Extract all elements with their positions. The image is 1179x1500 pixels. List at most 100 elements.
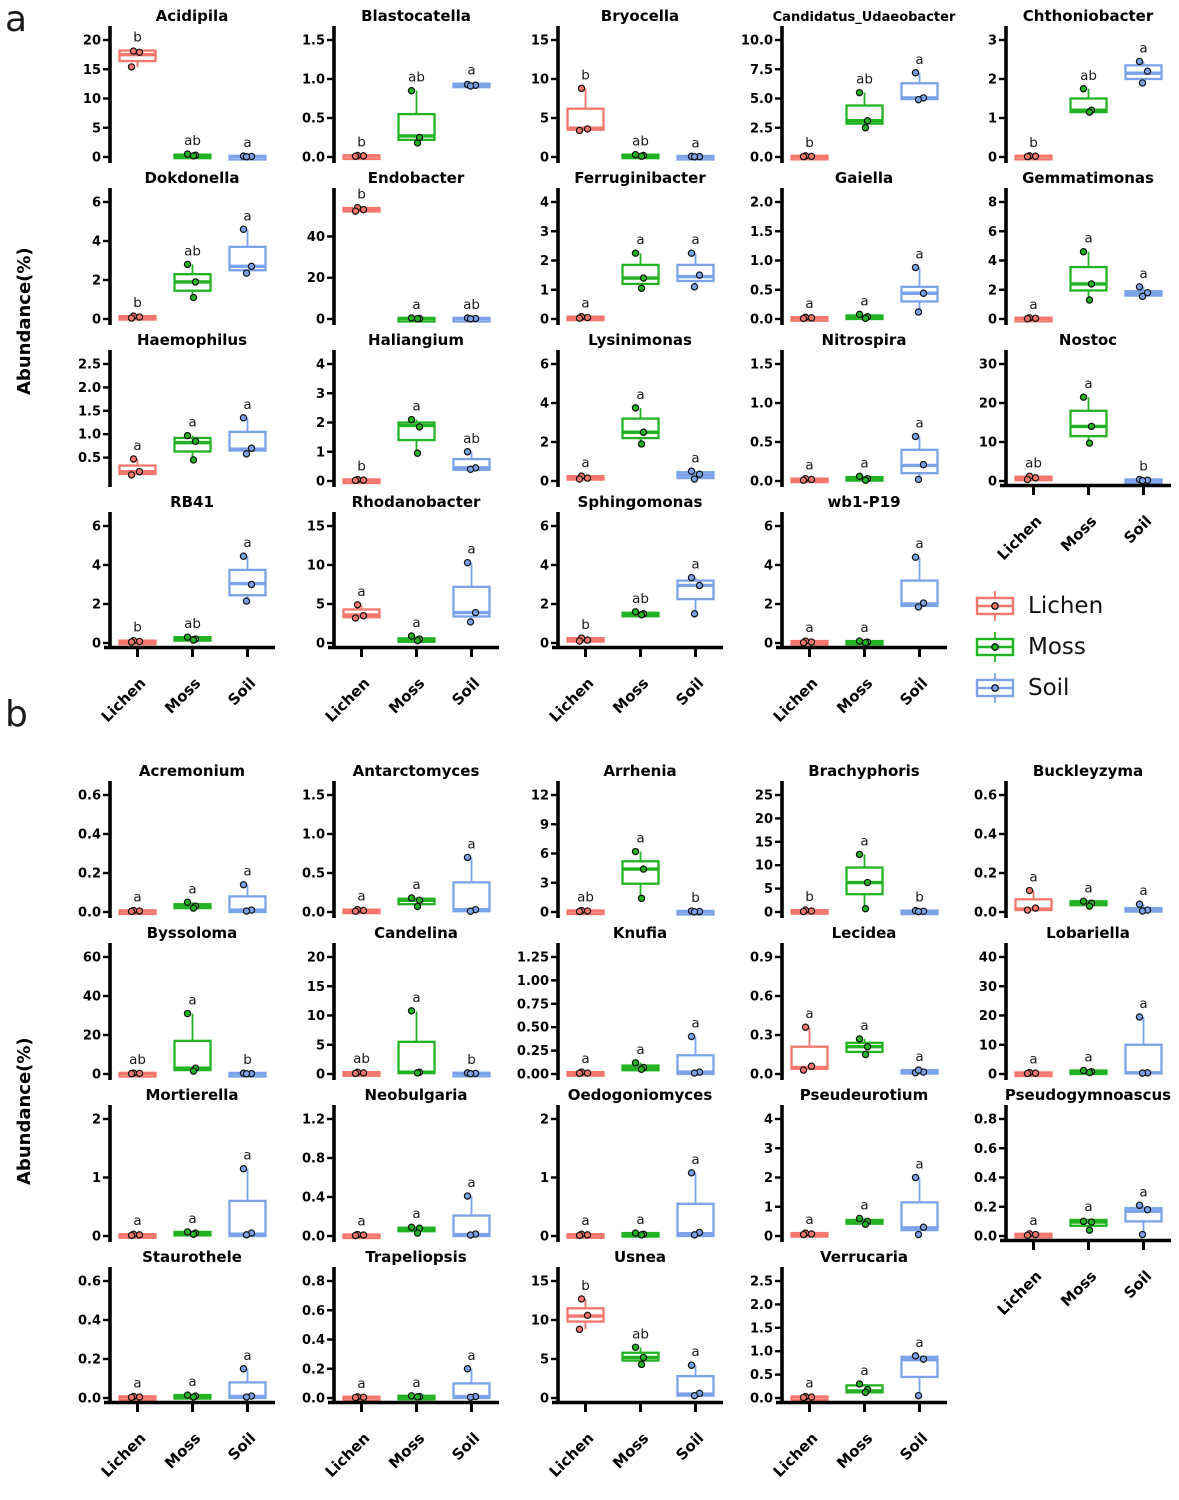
x-category-label: Lichen <box>770 674 822 726</box>
data-point <box>247 580 256 589</box>
significance-letter: a <box>1139 40 1147 56</box>
data-point <box>359 611 368 620</box>
y-tick-label: 3 <box>988 34 997 49</box>
subplot-Haemophilus: Haemophilus 0.5 1.0 1.5 2.0 2.5 a a a <box>58 331 281 490</box>
data-point <box>861 905 870 913</box>
y-tick-label: 2 <box>92 274 101 289</box>
data-point <box>1143 67 1152 75</box>
y-tick-label: 0 <box>764 637 773 652</box>
y-tick-label: 0.0 <box>302 1230 325 1245</box>
data-point <box>687 1169 696 1177</box>
subplot-Pseudogymnoascus: Pseudogymnoascus 0.0 0.2 0.4 0.6 0.8 a a a Lichen… <box>954 1086 1177 1319</box>
y-tick-label: 0.6 <box>750 990 773 1005</box>
data-point <box>466 82 475 90</box>
data-point <box>914 308 923 316</box>
data-point <box>914 1230 923 1239</box>
subplot-Knufia: Knufia 0.00 0.25 0.50 0.75 1.00 1.25 a a a <box>506 924 729 1083</box>
significance-letter: a <box>805 620 813 636</box>
subplot-title: Gaiella <box>835 169 893 187</box>
significance-letter: a <box>636 831 644 847</box>
significance-letter: a <box>188 881 196 897</box>
data-point <box>191 278 200 286</box>
data-point <box>1079 393 1088 401</box>
significance-letter: ab <box>463 297 480 313</box>
significance-letter: a <box>467 63 475 79</box>
data-point <box>1079 85 1088 93</box>
significance-letter: a <box>915 416 923 432</box>
significance-letter: a <box>357 1376 365 1392</box>
significance-letter: a <box>860 1197 868 1213</box>
data-point <box>183 633 192 641</box>
data-point <box>575 907 584 916</box>
significance-letter: a <box>188 415 196 431</box>
y-tick-label: 2 <box>764 1171 773 1186</box>
significance-letter: b <box>133 295 142 311</box>
data-point <box>690 1069 699 1077</box>
x-category-label: Moss <box>1057 512 1100 555</box>
y-tick-label: 0 <box>540 475 549 490</box>
y-tick-label: 4 <box>540 559 549 574</box>
significance-letter: b <box>1029 135 1038 151</box>
data-point <box>351 152 360 160</box>
y-tick-label: 0.2 <box>302 1362 325 1377</box>
subplot-Ferruginibacter: Ferruginibacter 0 1 2 3 4 a a a <box>506 169 729 328</box>
y-tick-label: 5 <box>92 121 101 136</box>
y-tick-label: 1.5 <box>750 1321 773 1336</box>
subplot-Gaiella: Gaiella 0.0 0.5 1.0 1.5 2.0 a a a <box>730 169 953 328</box>
y-tick-label: 2.0 <box>78 381 101 396</box>
data-point <box>799 152 808 161</box>
significance-letter: a <box>1084 376 1092 392</box>
data-point <box>1138 1069 1147 1077</box>
box-a <box>900 1201 939 1232</box>
data-point <box>577 84 586 93</box>
significance-letter: a <box>581 455 589 471</box>
significance-letter: a <box>915 1049 923 1065</box>
significance-letter: ab <box>129 1052 146 1068</box>
y-tick-label: 1.0 <box>750 254 773 269</box>
y-tick-label: 15 <box>83 63 101 78</box>
x-category-label: Lichen <box>994 1267 1046 1319</box>
significance-letter: a <box>412 990 420 1006</box>
data-point <box>247 444 256 452</box>
y-tick-label: 4 <box>764 1113 773 1128</box>
data-point <box>1138 79 1147 87</box>
y-tick-label: 0 <box>316 475 325 490</box>
box-a <box>621 263 660 286</box>
subplot-Candidatus_Udaeobacter: Candidatus_Udaeobacter 0.0 2.5 5.0 7.5 10.0 b a… <box>730 8 956 166</box>
subplot-title: Mortierella <box>145 1086 238 1104</box>
y-tick-label: 10 <box>755 859 773 874</box>
subplot-title: Haemophilus <box>137 331 247 349</box>
data-point <box>1087 422 1096 431</box>
data-point <box>861 476 870 484</box>
y-tick-label: 0.50 <box>517 1021 549 1036</box>
significance-letter: a <box>243 864 251 880</box>
x-category-label: Moss <box>833 674 876 717</box>
data-point <box>807 638 816 646</box>
subplot-Arrhenia: Arrhenia 0 3 6 9 12 ab a b <box>506 762 729 921</box>
y-tick-label: 2.5 <box>750 121 773 136</box>
data-point <box>1085 108 1094 116</box>
significance-letter: a <box>1139 266 1147 282</box>
panel-b-y-axis-label: Abundance(%) <box>14 1037 35 1185</box>
data-point <box>127 471 136 479</box>
data-point <box>583 1069 592 1077</box>
y-tick-label: 0.0 <box>750 151 773 166</box>
data-point <box>415 896 424 904</box>
data-point <box>1023 1231 1032 1239</box>
data-point <box>466 315 475 323</box>
subplot-title: Pseudeurotium <box>800 1086 928 1104</box>
box-a <box>1124 1043 1163 1075</box>
data-point <box>463 558 472 567</box>
significance-letter: ab <box>184 243 201 259</box>
subplot-title: Haliangium <box>368 331 464 349</box>
data-point <box>1079 1217 1088 1226</box>
panel-b-label: b <box>5 694 28 735</box>
y-tick-label: 2 <box>540 436 549 451</box>
data-point <box>861 1388 870 1397</box>
data-point <box>413 902 422 911</box>
y-tick-label: 0.6 <box>78 1275 101 1290</box>
significance-letter: a <box>188 1211 196 1227</box>
y-tick-label: 10 <box>307 1009 325 1024</box>
y-tick-label: 1.5 <box>78 404 101 419</box>
y-tick-label: 0.0 <box>750 1068 773 1083</box>
